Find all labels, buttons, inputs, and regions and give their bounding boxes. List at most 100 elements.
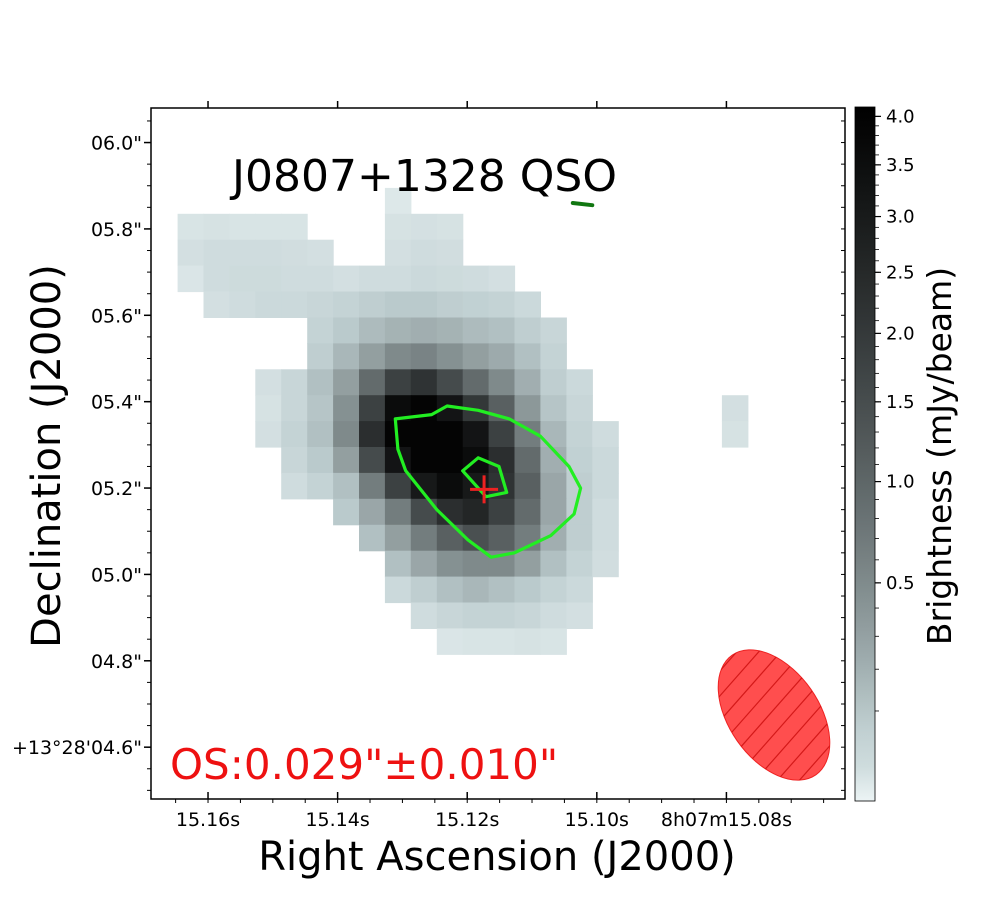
image-pixel (592, 472, 619, 500)
image-pixel (410, 602, 438, 629)
image-pixel (359, 265, 386, 293)
colorbar-gradient (854, 106, 876, 802)
image-pixel (255, 291, 282, 318)
image-pixel (410, 421, 438, 448)
image-pixel (281, 421, 308, 448)
image-pixel (566, 369, 593, 396)
image-pixel (566, 421, 593, 448)
y-axis-label: Declination (J2000) (24, 264, 70, 648)
image-pixel (255, 213, 282, 241)
image-pixel (488, 317, 516, 344)
image-pixel (436, 628, 464, 655)
image-pixel (307, 343, 334, 370)
y-tick-label: 05.0" (91, 564, 142, 586)
contour-inner (461, 456, 509, 499)
image-pixel (566, 576, 593, 604)
image-pixel (436, 472, 464, 500)
y-tick-label: 05.6" (91, 305, 142, 327)
colorbar-tick-label: 4.0 (886, 106, 915, 127)
image-pixel (281, 213, 308, 241)
image-pixel (384, 369, 412, 396)
image-pixel (514, 472, 541, 500)
image-pixel (255, 239, 282, 267)
image-pixel (384, 524, 412, 552)
image-pixel (436, 447, 464, 474)
image-pixel (721, 421, 749, 448)
image-pixel (488, 265, 516, 293)
image-pixel (592, 524, 619, 552)
image-pixel (514, 395, 541, 422)
image-pixel (359, 395, 386, 422)
x-tick-label: 15.12s (435, 809, 499, 831)
image-pixel (462, 628, 490, 655)
image-pixel (488, 421, 516, 448)
image-pixel (359, 291, 386, 318)
image-pixel (592, 550, 619, 578)
plot-frame (150, 107, 846, 800)
image-pixel (436, 602, 464, 629)
image-pixel (488, 343, 516, 370)
image-pixel (514, 550, 541, 578)
image-pixel (359, 317, 386, 344)
image-pixel (436, 576, 464, 604)
image-pixel (307, 369, 334, 396)
image-pixel (203, 213, 230, 241)
image-pixel (384, 472, 412, 500)
image-pixel (307, 265, 334, 293)
image-pixel (462, 317, 490, 344)
image-pixel (436, 550, 464, 578)
image-pixel (566, 524, 593, 552)
image-pixel (462, 550, 490, 578)
plot-area: J0807+1328 QSO OS:0.029"±0.010" (144, 101, 853, 803)
image-pixel (514, 628, 541, 655)
contour-outer (393, 404, 583, 559)
image-pixel (488, 576, 516, 604)
image-pixel (384, 187, 412, 215)
plot-title: J0807+1328 QSO (229, 151, 617, 202)
image-pixel (281, 472, 308, 500)
image-pixel (488, 369, 516, 396)
image-pixel (514, 291, 541, 318)
image-pixel (255, 395, 282, 422)
image-pixel (384, 343, 412, 370)
image-pixel (281, 239, 308, 267)
image-pixel (410, 524, 438, 552)
image-pixel (384, 239, 412, 267)
colorbar: 4.0 3.5 3.0 2.5 2.0 1.5 1.0 0.5 Brightness (mJy… (854, 106, 959, 802)
x-tick-label: 15.10s (565, 809, 629, 831)
image-pixel (540, 343, 567, 370)
image-pixel (592, 447, 619, 474)
image-pixel (436, 291, 464, 318)
x-tick-label: 15.14s (305, 809, 369, 831)
image-pixel (384, 576, 412, 604)
image-pixel (436, 265, 464, 293)
image-pixel (384, 498, 412, 526)
axis-ticks (144, 101, 845, 803)
image-pixel (488, 628, 516, 655)
image-pixel (540, 395, 567, 422)
image-pixel (333, 447, 360, 474)
image-pixel (462, 576, 490, 604)
image-pixel (359, 343, 386, 370)
image-pixel (410, 291, 438, 318)
image-pixel (462, 369, 490, 396)
image-pixel (514, 447, 541, 474)
image-pixel (410, 343, 438, 370)
image-pixel (384, 291, 412, 318)
colorbar-ticks: 4.0 3.5 3.0 2.5 2.0 1.5 1.0 0.5 (875, 106, 915, 712)
image-pixel (410, 576, 438, 604)
image-pixel (384, 265, 412, 293)
image-pixel (410, 239, 438, 267)
y-tick-label: 05.2" (91, 478, 142, 500)
image-pixel (307, 421, 334, 448)
y-tick-label: 04.8" (91, 651, 142, 673)
image-pixel (177, 265, 205, 293)
hatch-line (695, 629, 801, 801)
image-pixel (462, 421, 490, 448)
image-pixel (566, 550, 593, 578)
image-pixel (410, 213, 438, 241)
image-pixel (566, 395, 593, 422)
colorbar-tick-label: 1.0 (886, 472, 915, 493)
image-pixel (540, 602, 567, 629)
